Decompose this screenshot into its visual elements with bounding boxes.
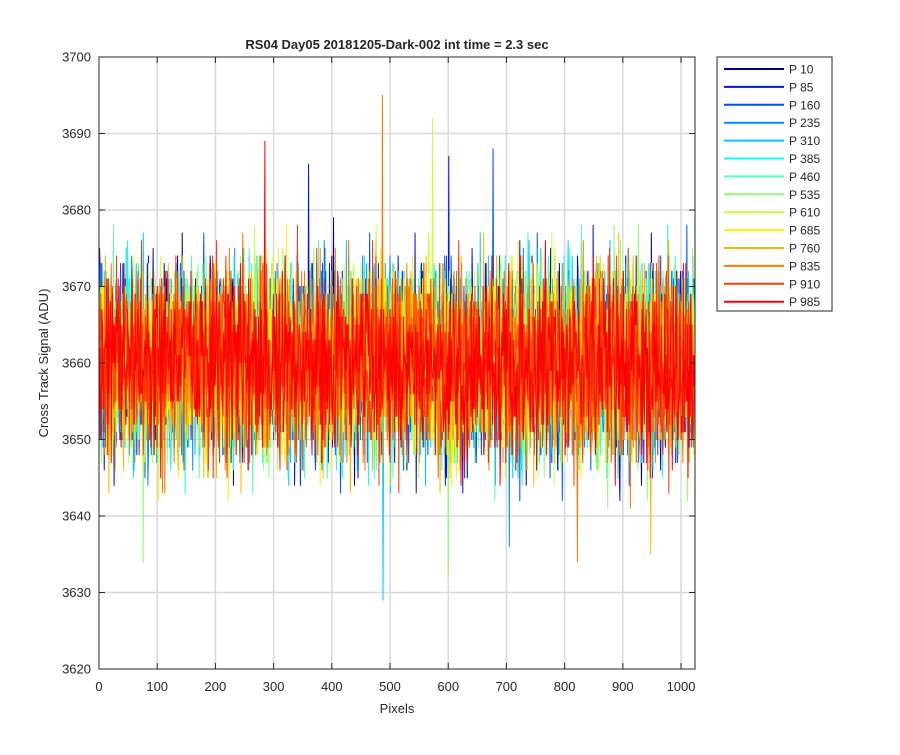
x-tick-label-8: 800 (554, 679, 576, 694)
legend-label-p310: P 310 (789, 134, 820, 148)
legend-label-p460: P 460 (789, 170, 820, 184)
legend-label-p685: P 685 (789, 224, 820, 238)
legend-label-p610: P 610 (789, 206, 820, 220)
plot-frame (98, 56, 696, 670)
y-tick-label-4: 3660 (62, 356, 91, 371)
y-tick-label-1: 3630 (62, 585, 91, 600)
y-tick-label-8: 3700 (62, 50, 91, 65)
axis-ticks: 0 100 200 300 400 500 600 700 800 900 1000 3620 3630… (62, 50, 695, 695)
legend-label-p835: P 835 (789, 259, 820, 273)
legend: P 10 P 85 P 160 P 235 P 310 P 385 P 460 P 535 P … (716, 56, 833, 312)
legend-label-p535: P 535 (789, 188, 820, 202)
x-tick-label-9: 900 (612, 679, 634, 694)
x-tick-label-1: 100 (146, 679, 168, 694)
legend-box (716, 56, 833, 312)
legend-label-p910: P 910 (789, 277, 820, 291)
x-tick-label-10: 1000 (667, 679, 696, 694)
x-tick-label-4: 400 (321, 679, 343, 694)
legend-label-p760: P 760 (789, 242, 820, 256)
legend-label-p160: P 160 (789, 98, 820, 112)
chart-title: RS04 Day05 20181205-Dark-002 int time = … (245, 37, 548, 52)
x-tick-label-2: 200 (205, 679, 227, 694)
x-tick-label-5: 500 (379, 679, 401, 694)
y-tick-label-2: 3640 (62, 509, 91, 524)
x-tick-label-6: 600 (437, 679, 459, 694)
x-axis-label: Pixels (380, 701, 415, 716)
x-tick-label-3: 300 (263, 679, 285, 694)
legend-label-p385: P 385 (789, 152, 820, 166)
y-tick-label-7: 3690 (62, 126, 91, 141)
y-tick-label-3: 3650 (62, 432, 91, 447)
legend-label-p235: P 235 (789, 116, 820, 130)
y-tick-label-0: 3620 (62, 662, 91, 677)
series-layer (98, 94, 695, 601)
series-line-p985 (98, 140, 695, 486)
x-tick-label-0: 0 (95, 679, 102, 694)
legend-label-p985: P 985 (789, 295, 820, 309)
legend-label-p10: P 10 (789, 63, 814, 77)
legend-label-p85: P 85 (789, 80, 814, 94)
y-axis-label: Cross Track Signal (ADU) (36, 289, 51, 438)
y-tick-label-5: 3670 (62, 279, 91, 294)
x-tick-label-7: 700 (496, 679, 518, 694)
y-tick-label-6: 3680 (62, 203, 91, 218)
